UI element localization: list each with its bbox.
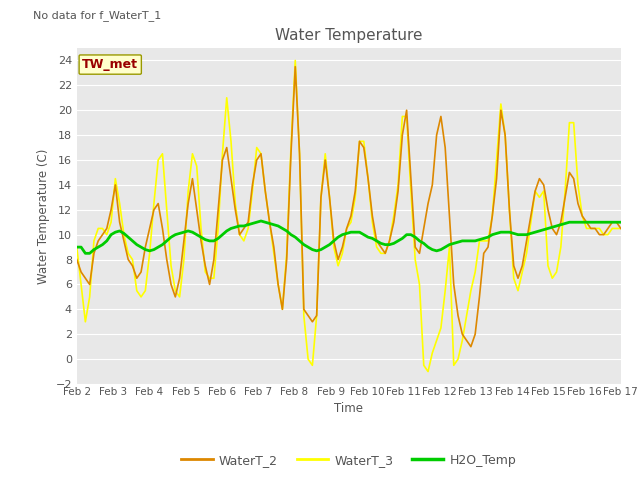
Line: WaterT_3: WaterT_3: [77, 60, 621, 372]
Text: TW_met: TW_met: [82, 58, 138, 71]
H2O_Temp: [73, 244, 81, 250]
WaterT_2: [73, 257, 81, 263]
WaterT_3: [291, 58, 299, 63]
WaterT_2: [467, 344, 475, 349]
H2O_Temp: [283, 228, 291, 234]
WaterT_2: [291, 64, 299, 70]
WaterT_2: [275, 282, 282, 288]
Legend: WaterT_2, WaterT_3, H2O_Temp: WaterT_2, WaterT_3, H2O_Temp: [177, 449, 521, 472]
WaterT_2: [360, 144, 367, 150]
Y-axis label: Water Temperature (C): Water Temperature (C): [37, 148, 50, 284]
H2O_Temp: [210, 238, 218, 244]
WaterT_3: [205, 276, 213, 281]
H2O_Temp: [364, 234, 372, 240]
WaterT_3: [360, 138, 367, 144]
Line: H2O_Temp: H2O_Temp: [77, 221, 621, 253]
H2O_Temp: [304, 244, 312, 250]
H2O_Temp: [81, 251, 89, 256]
WaterT_3: [548, 276, 556, 281]
H2O_Temp: [617, 219, 625, 225]
WaterT_3: [424, 369, 432, 374]
H2O_Temp: [257, 218, 265, 224]
WaterT_2: [205, 282, 213, 288]
WaterT_2: [548, 226, 556, 231]
WaterT_2: [600, 232, 607, 238]
WaterT_2: [300, 306, 308, 312]
WaterT_3: [617, 226, 625, 231]
X-axis label: Time: Time: [334, 402, 364, 415]
WaterT_2: [617, 226, 625, 231]
H2O_Temp: [600, 219, 607, 225]
WaterT_3: [600, 232, 607, 238]
Line: WaterT_2: WaterT_2: [77, 67, 621, 347]
Text: No data for f_WaterT_1: No data for f_WaterT_1: [33, 10, 161, 21]
WaterT_3: [73, 244, 81, 250]
WaterT_3: [275, 282, 282, 288]
H2O_Temp: [548, 224, 556, 230]
Title: Water Temperature: Water Temperature: [275, 28, 422, 43]
WaterT_3: [300, 312, 308, 318]
